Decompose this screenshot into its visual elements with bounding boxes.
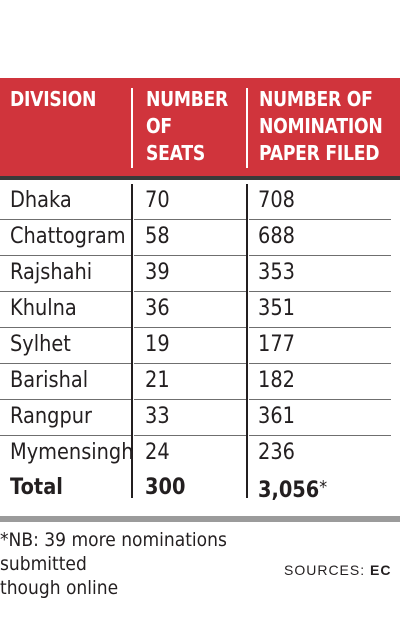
row-rule [134, 255, 246, 256]
cell-papers: 351 [258, 296, 295, 321]
sources-line: SOURCES: EC [284, 562, 391, 578]
row-rule [249, 327, 391, 328]
cell-seats: 19 [145, 332, 170, 357]
cell-seats: 36 [145, 296, 170, 321]
row-rule [0, 435, 131, 436]
sources-name: EC [370, 562, 392, 578]
cell-papers: 361 [258, 404, 295, 429]
row-rule [0, 255, 131, 256]
table-row: Chattogram 58 688 [0, 219, 400, 255]
table-header: DIVISION NUMBER OF SEATS NUMBER OF NOMIN… [0, 78, 400, 176]
row-rule [249, 435, 391, 436]
column-divider-2 [246, 184, 248, 498]
total-asterisk: * [319, 477, 328, 498]
cell-division: Rangpur [10, 404, 92, 429]
table-row: Dhaka 70 708 [0, 183, 400, 219]
row-rule [134, 399, 246, 400]
table-row: Sylhet 19 177 [0, 327, 400, 363]
cell-seats: 58 [145, 224, 170, 249]
cell-papers: 236 [258, 440, 295, 465]
column-divider-1 [131, 184, 133, 498]
cell-seats: 70 [145, 188, 170, 213]
row-rule [134, 219, 246, 220]
total-label: Total [10, 475, 63, 500]
footnote: *NB: 39 more nominations submitted thoug… [0, 529, 227, 599]
total-seats: 300 [145, 475, 186, 500]
row-rule [0, 219, 131, 220]
header-seats: NUMBER OF SEATS [146, 87, 229, 165]
row-rule [249, 255, 391, 256]
header-separator [0, 176, 400, 180]
row-rule [249, 399, 391, 400]
cell-seats: 21 [145, 368, 170, 393]
row-rule [0, 399, 131, 400]
cell-division: Rajshahi [10, 260, 93, 285]
cell-papers: 177 [258, 332, 295, 357]
cell-seats: 33 [145, 404, 170, 429]
sources-label: SOURCES: [284, 562, 371, 578]
cell-division: Barishal [10, 368, 89, 393]
total-papers: 3,056* [258, 477, 328, 503]
bottom-bar [0, 516, 400, 522]
cell-division: Mymensingh [10, 440, 134, 465]
row-rule [134, 327, 246, 328]
row-rule [249, 363, 391, 364]
header-papers: NUMBER OF NOMINATION PAPER FILED [259, 87, 383, 165]
header-divider-1 [131, 88, 133, 168]
total-row: Total 300 3,056* [0, 470, 400, 506]
cell-division: Dhaka [10, 188, 72, 213]
table-row: Rajshahi 39 353 [0, 255, 400, 291]
row-rule [249, 291, 391, 292]
table-row: Rangpur 33 361 [0, 399, 400, 435]
row-rule [0, 363, 131, 364]
cell-division: Chattogram [10, 224, 126, 249]
row-rule [134, 363, 246, 364]
table-row: Barishal 21 182 [0, 363, 400, 399]
cell-papers: 182 [258, 368, 295, 393]
table-row: Mymensingh 24 236 [0, 435, 400, 471]
cell-division: Khulna [10, 296, 77, 321]
header-divider-2 [246, 88, 248, 168]
cell-papers: 708 [258, 188, 295, 213]
cell-division: Sylhet [10, 332, 71, 357]
table-row: Khulna 36 351 [0, 291, 400, 327]
row-rule [0, 327, 131, 328]
row-rule [0, 291, 131, 292]
cell-seats: 39 [145, 260, 170, 285]
cell-papers: 688 [258, 224, 295, 249]
header-division: DIVISION [10, 87, 97, 111]
row-rule [134, 435, 246, 436]
cell-papers: 353 [258, 260, 295, 285]
row-rule [249, 219, 391, 220]
row-rule [134, 291, 246, 292]
cell-seats: 24 [145, 440, 170, 465]
